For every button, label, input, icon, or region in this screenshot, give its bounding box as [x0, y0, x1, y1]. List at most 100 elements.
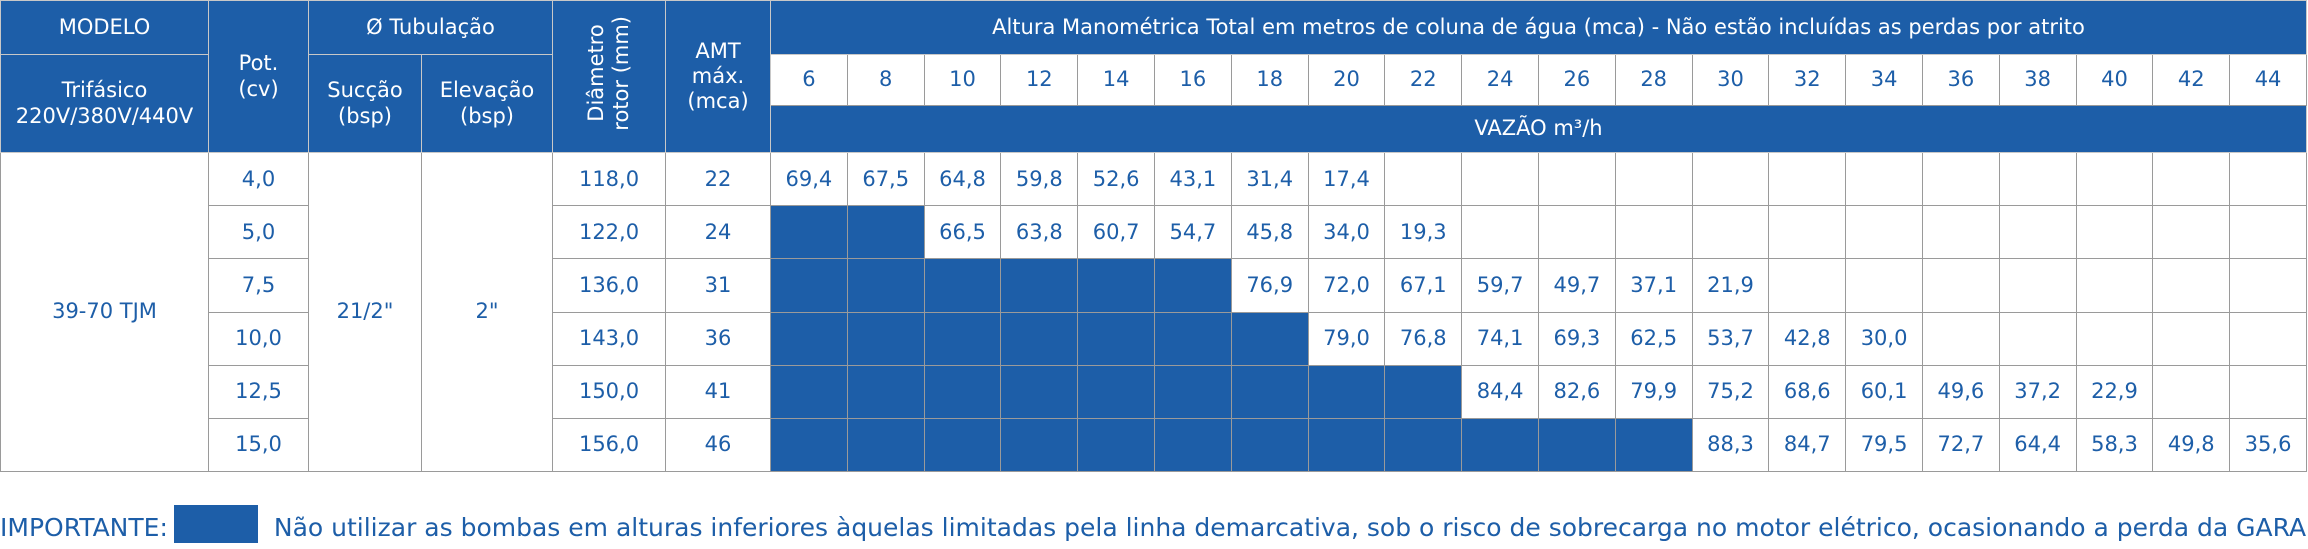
header-cell: AMT máx. (mca) [665, 0, 772, 153]
flow-cell: 58,3 [2075, 417, 2154, 473]
restricted-cell [1307, 364, 1386, 419]
flow-cell: 79,9 [1614, 364, 1693, 419]
restricted-cell [770, 311, 848, 366]
height-cell: 24 [1461, 54, 1539, 106]
diametro-cell: 156,0 [552, 417, 667, 473]
legend-swatch [173, 505, 258, 543]
flow-cell: 42,8 [1768, 311, 1847, 366]
flow-cell: 79,5 [1845, 417, 1923, 473]
restricted-cell [1537, 417, 1616, 473]
amt-cell: 36 [665, 311, 772, 366]
height-cell: 36 [1921, 54, 2000, 106]
empty-cell [1461, 205, 1539, 260]
restricted-cell [1384, 417, 1463, 473]
restricted-cell [1077, 417, 1155, 473]
restricted-cell [1230, 417, 1309, 473]
flow-cell: 37,1 [1614, 258, 1693, 313]
empty-cell [1845, 205, 1923, 260]
height-cell: 20 [1307, 54, 1386, 106]
empty-cell [2075, 205, 2154, 260]
restricted-cell [846, 258, 925, 313]
flow-cell: 45,8 [1230, 205, 1309, 260]
empty-cell [2229, 205, 2307, 260]
flow-cell: 59,7 [1461, 258, 1539, 313]
empty-cell [2152, 151, 2231, 207]
empty-cell [2229, 151, 2307, 207]
flow-cell: 52,6 [1077, 151, 1155, 207]
empty-cell [1921, 311, 2000, 366]
empty-cell [2152, 364, 2231, 419]
flow-cell: 67,1 [1384, 258, 1463, 313]
empty-cell [1461, 151, 1539, 207]
flow-cell: 88,3 [1691, 417, 1770, 473]
height-cell: 44 [2229, 54, 2307, 106]
restricted-cell [1000, 417, 1079, 473]
succao-cell: 21/2" [308, 151, 422, 473]
amt-cell: 22 [665, 151, 772, 207]
restricted-cell [923, 417, 1002, 473]
empty-cell [1768, 205, 1847, 260]
flow-cell: 67,5 [846, 151, 925, 207]
flow-cell: 43,1 [1154, 151, 1232, 207]
empty-cell [1921, 151, 2000, 207]
restricted-cell [1461, 417, 1539, 473]
empty-cell [1768, 151, 1847, 207]
empty-cell [1768, 258, 1847, 313]
flow-cell: 30,0 [1845, 311, 1923, 366]
restricted-cell [846, 417, 925, 473]
height-cell: 12 [1000, 54, 1079, 106]
flow-cell: 62,5 [1614, 311, 1693, 366]
empty-cell [2152, 311, 2231, 366]
diametro-cell: 136,0 [552, 258, 667, 313]
restricted-cell [923, 258, 1002, 313]
empty-cell [2075, 311, 2154, 366]
empty-cell [1691, 151, 1770, 207]
empty-cell [1921, 205, 2000, 260]
empty-cell [2229, 311, 2307, 366]
height-cell: 26 [1537, 54, 1616, 106]
height-cell: 32 [1768, 54, 1847, 106]
restricted-cell [1077, 258, 1155, 313]
empty-cell [1537, 151, 1616, 207]
restricted-cell [846, 364, 925, 419]
header-cell: Elevação (bsp) [420, 54, 554, 153]
flow-cell: 53,7 [1691, 311, 1770, 366]
flow-cell: 34,0 [1307, 205, 1386, 260]
header-text: Diâmetro rotor (mm) [583, 16, 634, 131]
flow-cell: 60,1 [1845, 364, 1923, 419]
height-cell: 18 [1230, 54, 1309, 106]
performance-table: MODELO Pot. (cv) Ø Tubulação Diâmetro ro… [0, 0, 2307, 473]
height-cell: 30 [1691, 54, 1770, 106]
flow-cell: 63,8 [1000, 205, 1079, 260]
restricted-cell [1384, 364, 1463, 419]
diametro-cell: 150,0 [552, 364, 667, 419]
elevacao-cell: 2" [420, 151, 554, 473]
empty-cell [1384, 151, 1463, 207]
flow-cell: 74,1 [1461, 311, 1539, 366]
flow-cell: 82,6 [1537, 364, 1616, 419]
height-cell: 40 [2075, 54, 2154, 106]
flow-cell: 60,7 [1077, 205, 1155, 260]
flow-cell: 76,9 [1230, 258, 1309, 313]
flow-cell: 37,2 [1998, 364, 2077, 419]
height-cell: 42 [2152, 54, 2231, 106]
header-cell: Sucção (bsp) [308, 54, 422, 153]
pot-cell: 4,0 [208, 151, 309, 207]
flow-cell: 64,8 [923, 151, 1002, 207]
flow-cell: 22,9 [2075, 364, 2154, 419]
empty-cell [1921, 258, 2000, 313]
flow-cell: 84,7 [1768, 417, 1847, 473]
height-cell: 22 [1384, 54, 1463, 106]
restricted-cell [1307, 417, 1386, 473]
restricted-cell [770, 258, 848, 313]
flow-cell: 75,2 [1691, 364, 1770, 419]
restricted-cell [1154, 258, 1232, 313]
header-cell: VAZÃO m³/h [770, 105, 2307, 153]
amt-cell: 31 [665, 258, 772, 313]
restricted-cell [770, 205, 848, 260]
empty-cell [1614, 205, 1693, 260]
restricted-cell [1614, 417, 1693, 473]
height-cell: 8 [846, 54, 925, 106]
empty-cell [1845, 258, 1923, 313]
height-cell: 28 [1614, 54, 1693, 106]
